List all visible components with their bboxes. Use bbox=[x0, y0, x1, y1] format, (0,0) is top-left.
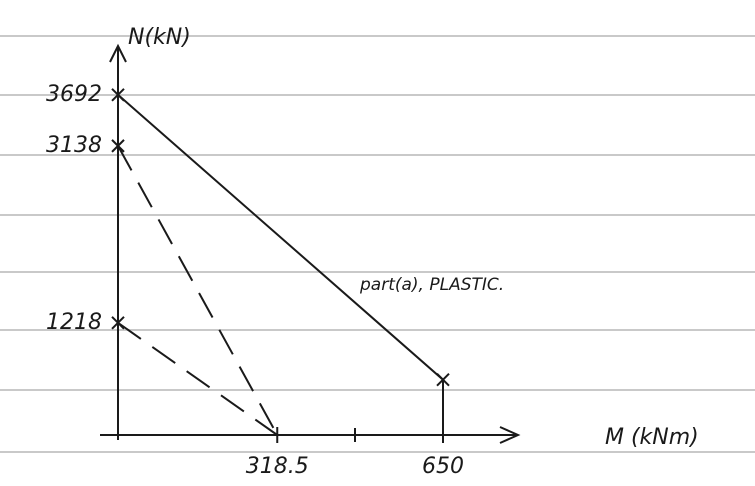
y-axis-label: N(kN) bbox=[128, 25, 191, 50]
x-tick-label: 650 bbox=[422, 454, 464, 479]
series-line bbox=[118, 95, 443, 435]
annotation: part(a), PLASTIC. bbox=[359, 275, 504, 295]
series-line bbox=[118, 323, 277, 435]
series-line bbox=[118, 146, 277, 435]
y-tick-label: 1218 bbox=[46, 310, 102, 335]
chart: N(kN) M (kNm) part(a), PLASTIC. 3692 3138… bbox=[0, 0, 755, 486]
y-tick-label: 3138 bbox=[46, 133, 102, 158]
axes bbox=[100, 46, 518, 443]
x-tick-label: 318.5 bbox=[246, 454, 309, 479]
x-axis-label: M (kNm) bbox=[605, 425, 699, 450]
y-tick-label: 3692 bbox=[46, 82, 102, 107]
